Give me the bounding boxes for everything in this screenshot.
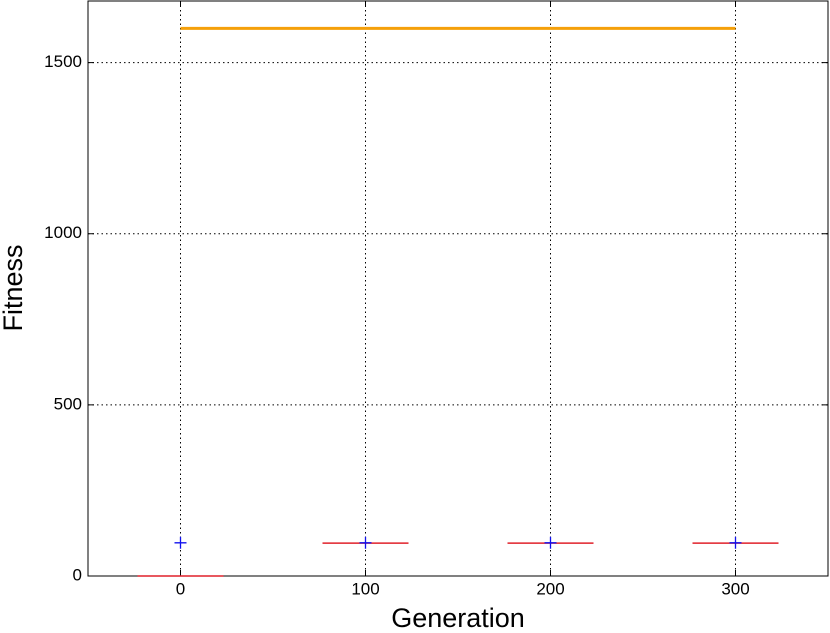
- mean-marker: [544, 536, 557, 549]
- mean-marker: [174, 536, 187, 549]
- y-tick-label: 1000: [44, 223, 82, 242]
- y-tick-label: 0: [73, 565, 82, 584]
- x-tick-label: 200: [536, 579, 564, 598]
- x-tick-label: 0: [176, 579, 185, 598]
- y-tick-label: 500: [54, 394, 82, 413]
- mean-marker: [359, 536, 372, 549]
- x-tick-label: 100: [351, 579, 379, 598]
- plot-frame: [87, 0, 829, 577]
- x-tick-label: 300: [721, 579, 749, 598]
- mean-marker: [729, 536, 742, 549]
- x-axis-title: Generation: [391, 603, 525, 633]
- y-axis-title: Fitness: [0, 244, 28, 331]
- y-tick-label: 1500: [44, 52, 82, 71]
